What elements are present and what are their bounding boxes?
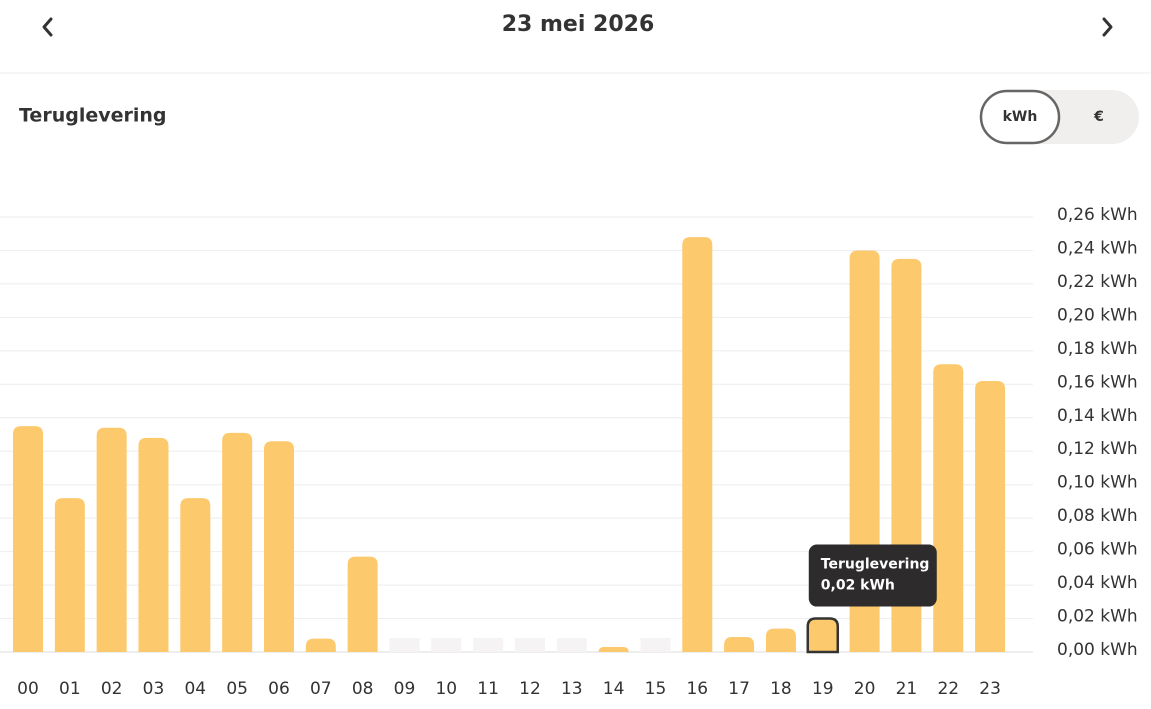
y-tick-label: 0,14 kWh bbox=[1057, 406, 1138, 426]
y-tick-label: 0,22 kWh bbox=[1057, 272, 1138, 292]
bar[interactable] bbox=[765, 628, 796, 652]
empty-placeholder bbox=[431, 638, 462, 652]
bar[interactable] bbox=[180, 498, 211, 652]
y-tick-label: 0,00 kWh bbox=[1057, 640, 1138, 660]
tooltip-value: 0,02 kWh bbox=[821, 578, 895, 594]
bar[interactable] bbox=[975, 380, 1006, 652]
x-tick-label: 15 bbox=[645, 679, 667, 699]
bar[interactable] bbox=[54, 498, 85, 652]
next-day[interactable] bbox=[1102, 17, 1113, 37]
x-tick-label: 23 bbox=[979, 679, 1001, 699]
empty-placeholder bbox=[556, 638, 587, 652]
bar[interactable] bbox=[96, 427, 127, 652]
x-tick-label: 02 bbox=[101, 679, 123, 699]
x-tick-label: 21 bbox=[896, 679, 918, 699]
toggle-options: kWh € bbox=[979, 89, 1104, 145]
tooltip-title: Teruglevering bbox=[821, 557, 930, 573]
toggle-option[interactable]: kWh bbox=[1003, 109, 1038, 125]
bar[interactable] bbox=[598, 646, 629, 652]
toggle-option[interactable]: € bbox=[1093, 109, 1104, 125]
y-tick-label: 0,20 kWh bbox=[1057, 305, 1138, 325]
y-tick-label: 0,08 kWh bbox=[1057, 506, 1138, 526]
bar[interactable] bbox=[138, 437, 169, 652]
y-tick-label: 0,12 kWh bbox=[1057, 439, 1138, 459]
y-tick-label: 0,10 kWh bbox=[1057, 473, 1138, 493]
empty-placeholder bbox=[473, 638, 504, 652]
x-tick-label: 03 bbox=[143, 679, 165, 699]
x-tick-label: 16 bbox=[686, 679, 708, 699]
x-tick-label: 09 bbox=[394, 679, 416, 699]
x-tick-label: 14 bbox=[603, 679, 625, 699]
y-tick-label: 0,18 kWh bbox=[1057, 339, 1138, 359]
x-tick-label: 11 bbox=[477, 679, 499, 699]
bar[interactable] bbox=[305, 638, 336, 652]
x-tick-label: 07 bbox=[310, 679, 332, 699]
tooltip bbox=[808, 544, 937, 607]
y-tick-label: 0,16 kWh bbox=[1057, 372, 1138, 392]
x-tick-label: 18 bbox=[770, 679, 792, 699]
x-tick-label: 13 bbox=[561, 679, 583, 699]
x-tick-label: 08 bbox=[352, 679, 374, 699]
x-tick-label: 00 bbox=[17, 679, 39, 699]
x-tick-label: 12 bbox=[519, 679, 541, 699]
bar[interactable] bbox=[222, 432, 253, 652]
bar[interactable] bbox=[806, 617, 840, 654]
empty-placeholder bbox=[640, 638, 671, 652]
date-title: 23 mei 2026 bbox=[502, 12, 655, 37]
y-tick-label: 0,06 kWh bbox=[1057, 540, 1138, 560]
chart: 0,00 kWh 0,02 kWh 0,04 kWh 0,06 kWh 0,08 kWh… bbox=[0, 205, 1138, 699]
x-tick-label: 04 bbox=[184, 679, 206, 699]
x-tick-label: 17 bbox=[728, 679, 750, 699]
y-tick-label: 0,24 kWh bbox=[1057, 238, 1138, 258]
section-title: Teruglevering bbox=[19, 105, 167, 127]
x-tick-label: 05 bbox=[226, 679, 248, 699]
x-tick-label: 10 bbox=[435, 679, 457, 699]
x-tick-label: 06 bbox=[268, 679, 290, 699]
bar[interactable] bbox=[13, 426, 43, 652]
x-tick-label: 22 bbox=[937, 679, 959, 699]
toggle-selected bbox=[979, 89, 1061, 145]
empty-placeholder bbox=[389, 638, 420, 652]
x-tick-label: 20 bbox=[854, 679, 876, 699]
y-tick-label: 0,02 kWh bbox=[1057, 607, 1138, 627]
empty-placeholder bbox=[514, 638, 545, 652]
bar[interactable] bbox=[933, 364, 964, 652]
bar[interactable] bbox=[263, 441, 294, 652]
bar[interactable] bbox=[347, 556, 378, 652]
y-tick-label: 0,04 kWh bbox=[1057, 573, 1138, 593]
x-tick-label: 01 bbox=[59, 679, 81, 699]
x-tick-label: 19 bbox=[812, 679, 834, 699]
prev-day[interactable] bbox=[42, 17, 53, 37]
y-tick-label: 0,26 kWh bbox=[1057, 205, 1138, 225]
bar[interactable] bbox=[682, 237, 713, 653]
bar[interactable] bbox=[724, 636, 755, 652]
